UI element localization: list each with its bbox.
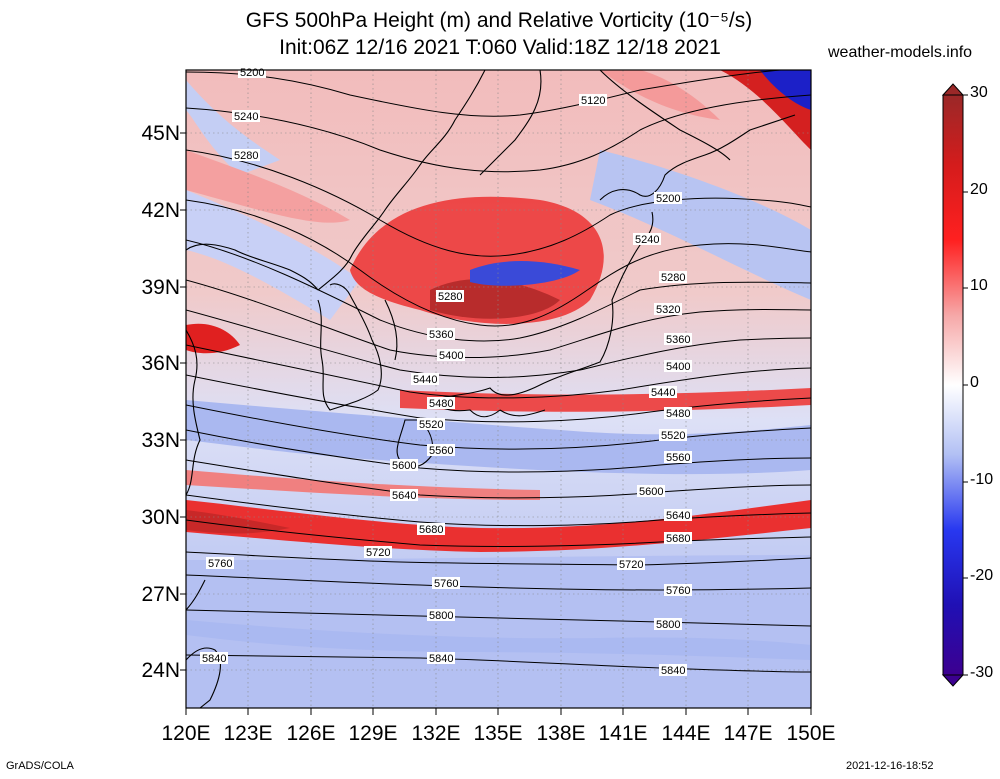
contour-label: 5240 (234, 111, 258, 123)
contour-label: 5200 (656, 193, 680, 205)
contour-label: 5120 (581, 95, 605, 107)
contour-label: 5760 (666, 585, 690, 597)
contour-labels: 5200 5240 5280 5280 5360 5400 5440 5480 … (200, 66, 692, 677)
contour-label: 5280 (438, 291, 462, 303)
contour-label: 5440 (413, 374, 437, 386)
contour-label: 5680 (666, 533, 690, 545)
colorbar-label: -30 (970, 664, 994, 681)
contour-label: 5640 (392, 490, 416, 502)
contour-label: 5720 (366, 547, 390, 559)
contour-label: 5840 (202, 653, 226, 665)
contour-label: 5360 (666, 334, 690, 346)
contour-label: 5680 (419, 524, 443, 536)
contour-label: 5560 (666, 452, 690, 464)
coastlines (186, 70, 796, 708)
colorbar-label: 10 (970, 277, 988, 294)
colorbar-label: 20 (970, 181, 988, 198)
lon-label: 135E (473, 722, 523, 745)
lat-label: 24N (141, 659, 180, 682)
contour-label: 5520 (661, 430, 685, 442)
lon-label: 129E (348, 722, 398, 745)
contour-label: 5400 (439, 350, 463, 362)
contour-label: 5760 (208, 558, 232, 570)
contour-label: 5600 (639, 486, 663, 498)
contour-label: 5720 (619, 559, 643, 571)
lon-label: 120E (161, 722, 211, 745)
lon-label: 126E (286, 722, 336, 745)
height-contours (186, 70, 811, 673)
vorticity-field (186, 70, 811, 708)
contour-label: 5840 (429, 653, 453, 665)
axis-ticks (180, 132, 812, 715)
contour-label: 5640 (666, 510, 690, 522)
lat-label: 33N (141, 429, 180, 452)
contour-label: 5840 (661, 665, 685, 677)
lon-label: 123E (223, 722, 273, 745)
contour-label: 5760 (434, 578, 458, 590)
contour-label: 5800 (429, 610, 453, 622)
contour-label: 5360 (429, 329, 453, 341)
lon-label: 144E (661, 722, 711, 745)
colorbar (941, 83, 968, 687)
contour-label: 5800 (656, 619, 680, 631)
lon-label: 147E (723, 722, 773, 745)
contour-label: 5400 (666, 361, 690, 373)
colorbar-label: 0 (970, 374, 979, 391)
footer-timestamp: 2021-12-16-18:52 (846, 760, 934, 772)
contour-label: 5440 (651, 387, 675, 399)
colorbar-label: -10 (970, 471, 994, 488)
lon-label: 132E (411, 722, 461, 745)
site-credit: weather-models.info (828, 44, 973, 61)
contour-label: 5200 (240, 67, 264, 79)
colorbar-label: -20 (970, 567, 994, 584)
contour-label: 5520 (419, 419, 443, 431)
map-subtitle: Init:06Z 12/16 2021 T:060 Valid:18Z 12/1… (279, 36, 721, 59)
contour-label: 5280 (234, 150, 258, 162)
lat-label: 45N (141, 122, 180, 145)
lat-label: 39N (141, 276, 180, 299)
contour-label: 5480 (429, 398, 453, 410)
lon-label: 150E (786, 722, 836, 745)
footer-credit: GrADS/COLA (6, 760, 74, 772)
colorbar-label: 30 (970, 84, 988, 101)
lon-label: 141E (598, 722, 648, 745)
lat-label: 36N (141, 352, 180, 375)
contour-label: 5240 (635, 234, 659, 246)
lat-label: 30N (141, 506, 180, 529)
lat-label: 27N (141, 583, 180, 606)
contour-label: 5600 (392, 460, 416, 472)
grid (186, 70, 811, 708)
map-title: GFS 500hPa Height (m) and Relative Vorti… (245, 9, 753, 32)
contour-label: 5280 (661, 272, 685, 284)
contour-label: 5560 (429, 445, 453, 457)
contour-label: 5480 (666, 408, 690, 420)
lon-label: 138E (536, 722, 586, 745)
lat-label: 42N (141, 199, 180, 222)
contour-label: 5320 (656, 304, 680, 316)
